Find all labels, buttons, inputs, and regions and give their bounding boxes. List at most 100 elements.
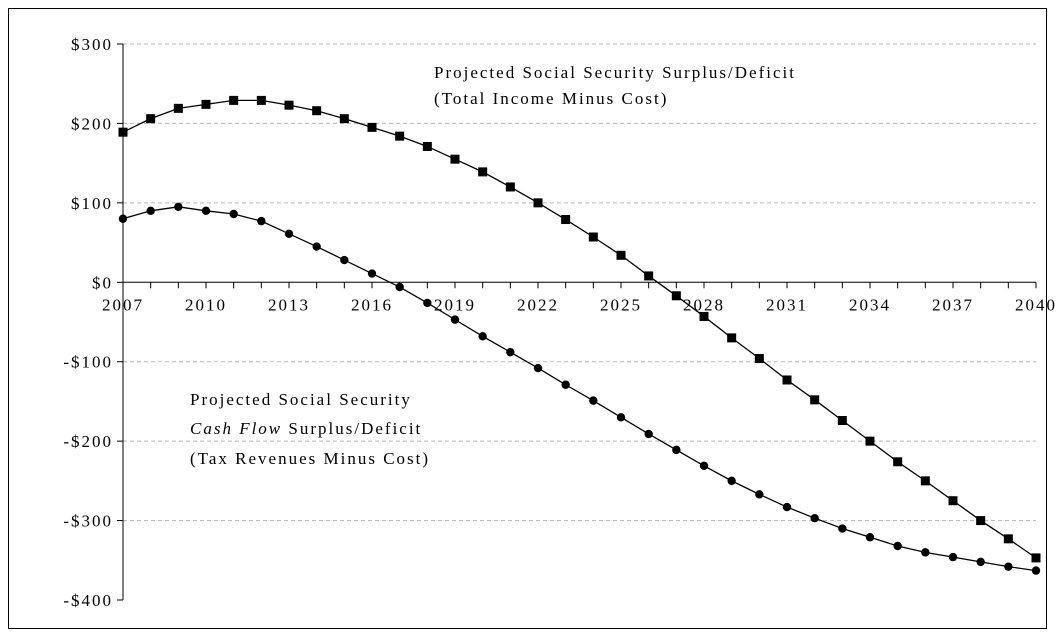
series-line-2 <box>122 206 1037 572</box>
square-point <box>312 106 322 116</box>
circle-point <box>838 524 847 533</box>
circle-point <box>699 461 709 470</box>
x-tick-label: 2031 <box>766 295 808 314</box>
annotation-bottom-line2-rest: Surplus/Deficit <box>282 419 422 438</box>
circle-point <box>810 513 819 523</box>
x-tick-label: 2007 <box>102 295 144 314</box>
annotation-bottom-line1: Projected Social Security <box>190 390 412 409</box>
annotation-cash-flow-italic: Cash Flow <box>190 419 282 438</box>
x-tick-label: 2013 <box>268 295 310 314</box>
y-tick-label: -$300 <box>63 512 113 531</box>
annotation-top-line2: (Total Income Minus Cost) <box>434 89 668 108</box>
grid-lines <box>123 43 1036 522</box>
annotation-bottom-line2: Cash Flow Surplus/Deficit <box>190 419 422 438</box>
circle-point <box>727 476 736 486</box>
circle-point <box>201 206 211 215</box>
square-point <box>1031 553 1041 563</box>
square-point <box>478 167 488 177</box>
circle-point <box>616 413 626 422</box>
square-point <box>533 198 543 208</box>
square-point <box>782 375 792 385</box>
square-point <box>561 215 571 225</box>
circle-point <box>229 209 238 219</box>
square-point <box>367 122 377 132</box>
circle-point <box>561 380 570 389</box>
x-tick-label: 2040 <box>1015 295 1056 314</box>
circle-point <box>782 502 792 512</box>
circle-point <box>589 396 598 405</box>
square-point <box>699 311 709 321</box>
square-point <box>201 99 211 109</box>
y-tick-label: $0 <box>92 273 113 292</box>
axes <box>117 43 1037 601</box>
x-tick-label: 2016 <box>351 295 393 314</box>
circle-point <box>146 206 155 215</box>
square-point <box>229 95 239 105</box>
x-tick-label: 2025 <box>600 295 642 314</box>
circle-point <box>340 255 349 265</box>
x-tick-label: 2019 <box>434 295 476 314</box>
x-tick-label: 2034 <box>849 295 891 314</box>
square-point <box>339 114 349 124</box>
x-tick-label: 2037 <box>932 295 974 314</box>
square-point <box>422 141 432 151</box>
circle-point <box>284 229 294 239</box>
square-point <box>920 476 930 486</box>
y-tick-label: -$100 <box>63 353 113 372</box>
circle-point <box>893 541 902 551</box>
circle-point <box>533 363 543 373</box>
circle-point <box>755 490 764 499</box>
square-point <box>976 516 986 526</box>
y-tick-label: $300 <box>71 35 113 54</box>
circle-point <box>644 429 653 439</box>
circle-point <box>257 216 266 226</box>
circle-point <box>672 445 681 455</box>
x-tick-label: 2010 <box>185 295 227 314</box>
square-point <box>1003 534 1013 544</box>
circle-point <box>948 552 958 562</box>
square-point <box>671 291 681 301</box>
circle-point <box>1031 566 1041 575</box>
circle-point <box>506 347 515 357</box>
x-tick-label: 2022 <box>517 295 559 314</box>
square-point <box>865 436 875 446</box>
square-point <box>450 154 460 164</box>
square-point <box>754 354 764 364</box>
y-tick-label: -$200 <box>63 432 113 451</box>
circle-point <box>478 332 487 341</box>
y-tick-label: $100 <box>71 194 113 213</box>
circle-point <box>921 548 930 557</box>
square-point <box>395 131 405 141</box>
circle-point <box>450 315 460 324</box>
y-tick-label: $200 <box>71 114 113 133</box>
square-point <box>948 496 958 506</box>
annotation-top-line1: Projected Social Security Surplus/Defici… <box>434 63 796 82</box>
square-point <box>118 127 128 137</box>
circle-point <box>423 298 432 308</box>
square-point <box>810 395 820 405</box>
circle-point <box>118 214 128 223</box>
square-point <box>588 232 598 242</box>
square-point <box>284 100 294 110</box>
x-tick-label: 2028 <box>683 295 725 314</box>
circle-point <box>865 533 875 542</box>
circle-point <box>1004 562 1013 571</box>
square-point <box>173 103 183 113</box>
circle-point <box>312 242 321 251</box>
square-point <box>727 333 737 343</box>
square-point <box>893 457 903 467</box>
square-point <box>616 250 626 260</box>
circle-point <box>976 557 985 567</box>
square-point <box>837 415 847 425</box>
circle-point <box>174 202 183 212</box>
y-tick-labels: $300 $200 $100 $0 -$100 -$200 -$300 -$400 <box>63 35 113 610</box>
series-line-1 <box>122 99 1037 559</box>
square-point <box>644 271 654 281</box>
circle-point <box>367 269 377 278</box>
x-tick-labels: 2007 2010 2013 2016 2019 2022 2025 2028 2031 2034… <box>102 295 1056 314</box>
square-point <box>146 114 156 124</box>
annotation-bottom-line3: (Tax Revenues Minus Cost) <box>190 449 430 468</box>
series-group <box>118 95 1041 575</box>
square-point <box>256 95 266 105</box>
